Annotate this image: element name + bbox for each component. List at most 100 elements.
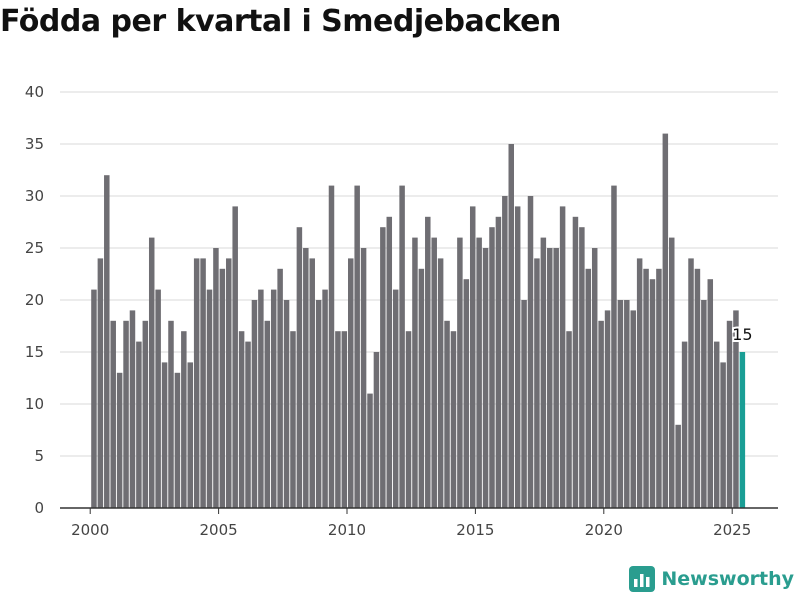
- bar: [116, 372, 123, 508]
- bar: [733, 310, 739, 508]
- bar: [591, 248, 598, 508]
- x-tick-label: 2020: [585, 521, 623, 539]
- bar: [148, 237, 155, 508]
- bar: [521, 300, 527, 508]
- y-tick-label: 15: [25, 343, 44, 361]
- bar: [482, 248, 489, 508]
- bar: [469, 206, 476, 508]
- bar: [264, 320, 271, 508]
- bar: [380, 227, 386, 508]
- bar: [238, 331, 245, 508]
- bar: [354, 185, 360, 508]
- bar: [283, 300, 290, 508]
- bar: [322, 289, 328, 508]
- bar: [643, 268, 649, 508]
- y-tick-label: 30: [25, 187, 44, 205]
- bar: [181, 331, 187, 508]
- bar: [713, 341, 720, 508]
- bar: [315, 300, 322, 508]
- x-tick-label: 2000: [71, 521, 109, 539]
- bar: [386, 216, 393, 509]
- bar: [219, 268, 226, 508]
- bar: [174, 372, 181, 508]
- x-tick-label: 2010: [328, 521, 366, 539]
- bar: [514, 206, 521, 508]
- y-tick-label: 40: [25, 83, 44, 101]
- newsworthy-logo-icon: [629, 566, 656, 592]
- bar: [360, 248, 367, 508]
- bar: [502, 196, 508, 508]
- bar: [399, 185, 405, 508]
- bar: [373, 352, 380, 508]
- bars: [91, 133, 746, 509]
- x-axis: 2000 2005 2010 2015 2020 2025: [60, 507, 778, 539]
- bar: [91, 289, 97, 508]
- bar: [444, 320, 450, 508]
- bar: [251, 300, 258, 508]
- bar: [328, 185, 335, 508]
- bar: [129, 310, 136, 508]
- bar: [303, 248, 309, 508]
- bar: [726, 320, 733, 508]
- bar: [296, 227, 303, 508]
- bar: [367, 393, 373, 508]
- bar: [104, 175, 110, 508]
- value-labels: 15: [730, 323, 754, 346]
- bar: [405, 331, 412, 508]
- bar: [270, 289, 277, 508]
- bar: [630, 310, 636, 508]
- bar: [232, 206, 238, 508]
- bar: [418, 268, 425, 508]
- bar: [206, 289, 213, 508]
- bar: [437, 258, 444, 508]
- bar: [290, 331, 296, 508]
- bar: [142, 320, 149, 508]
- y-tick-label: 25: [25, 239, 44, 257]
- bar: [245, 341, 251, 508]
- bar: [258, 289, 264, 508]
- x-tick-label: 2025: [713, 521, 751, 539]
- bar: [161, 362, 168, 508]
- bar: [617, 300, 624, 508]
- value-label: 15: [732, 325, 752, 344]
- bar: [585, 268, 592, 508]
- y-tick-label: 5: [34, 447, 44, 465]
- bar: [720, 362, 726, 508]
- bar: [489, 227, 495, 508]
- y-tick-label: 10: [25, 395, 44, 413]
- bar: [694, 268, 701, 508]
- y-axis-ticks: 0 5 10 15 20 25 30 35 40: [25, 83, 44, 517]
- bar: [566, 331, 572, 508]
- bar: [457, 237, 463, 508]
- bar: [123, 320, 129, 508]
- bar: [534, 258, 540, 508]
- bar: [508, 144, 514, 508]
- bar: [136, 341, 142, 508]
- bar: [309, 258, 315, 508]
- bar: [553, 248, 559, 508]
- bar: [168, 320, 174, 508]
- brand[interactable]: Newsworthy: [629, 566, 794, 592]
- bar: [579, 227, 585, 508]
- bar: [226, 258, 232, 508]
- bar: [656, 268, 662, 508]
- bar: [739, 352, 746, 508]
- chart-title: Födda per kvartal i Smedjebacken: [0, 4, 561, 39]
- bar: [572, 216, 579, 509]
- bar: [193, 258, 200, 508]
- bar: [527, 196, 534, 508]
- bar: [348, 258, 354, 508]
- bar: [688, 258, 694, 508]
- x-tick-label: 2015: [456, 521, 494, 539]
- bar: [450, 331, 457, 508]
- bar: [425, 216, 431, 509]
- bar: [624, 300, 630, 508]
- bar: [559, 206, 566, 508]
- bar: [155, 289, 161, 508]
- bar: [97, 258, 104, 508]
- y-tick-label: 35: [25, 135, 44, 153]
- bar: [213, 248, 219, 508]
- bar: [669, 237, 675, 508]
- bar: [662, 133, 669, 508]
- x-tick-label: 2005: [200, 521, 238, 539]
